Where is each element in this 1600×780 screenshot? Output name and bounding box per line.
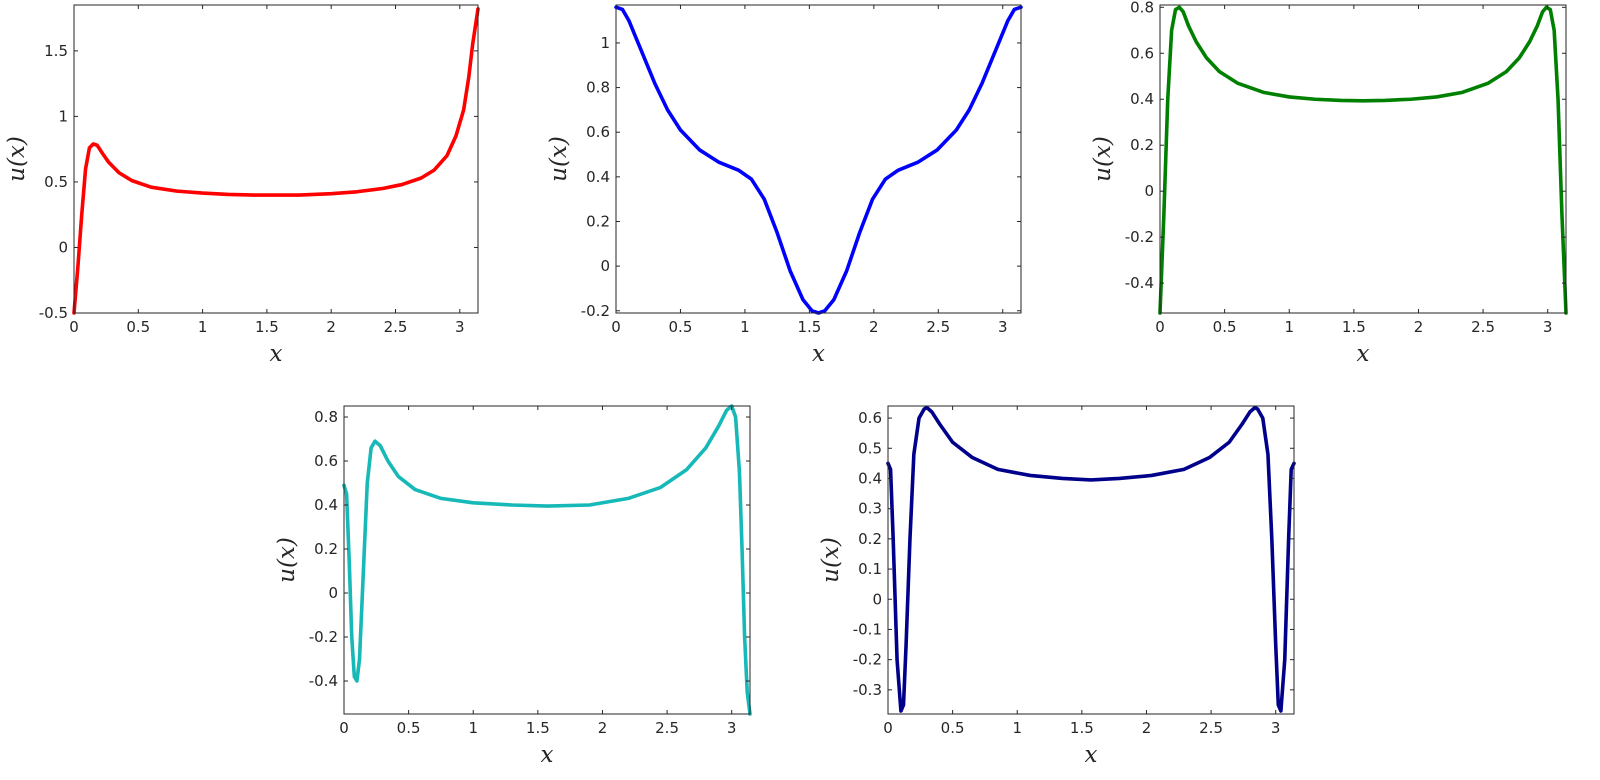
chart-3-y-tick-label: -0.2 [1125, 228, 1154, 246]
chart-2-x-tick-label: 2.5 [926, 318, 950, 336]
chart-3-y-axis-label: u(x) [1090, 136, 1116, 182]
chart-5-y-tick-label: 0.1 [858, 560, 882, 578]
chart-1-y-tick-label: 1 [58, 107, 68, 125]
chart-4-x-tick-label: 2 [598, 719, 608, 737]
chart-1-x-tick-label: 0.5 [126, 318, 150, 336]
chart-4-y-tick-label: 0.8 [314, 408, 338, 426]
chart-3-y-tick-label: 0.2 [1130, 136, 1154, 154]
chart-3-axes-frame [1159, 4, 1567, 314]
chart-2-x-tick-label: 0.5 [669, 318, 693, 336]
chart-2-series-line [614, 5, 1023, 315]
chart-2-x-axis-label: x [812, 341, 825, 367]
chart-5-y-tick-label: 0.6 [858, 409, 882, 427]
chart-1-x-tick-label: 2.5 [384, 318, 408, 336]
chart-3-y-tick-label: 0 [1144, 182, 1154, 200]
chart-1-x-tick-label: 0 [69, 318, 79, 336]
chart-3-y-tick-label: 0.6 [1130, 44, 1154, 62]
chart-2-y-tick-label: 0.2 [586, 212, 610, 230]
chart-2-x-tick-label: 2 [869, 318, 879, 336]
chart-4-series-line [342, 404, 752, 716]
chart-1-axes-frame [73, 4, 479, 314]
chart-3-y-tick-label: 0.4 [1130, 90, 1154, 108]
subplot-green: 0 0.5 1 1.5 2 2.5 3 -0.4 -0.2 0 0.2 0.4 0.6 0.8 x u(x) [1090, 0, 1568, 367]
chart-5-x-tick-label: 0.5 [941, 719, 965, 737]
chart-3-x-tick-label: 1 [1284, 318, 1294, 336]
chart-5-y-tick-label: -0.2 [853, 651, 882, 669]
chart-5-y-tick-label: 0.3 [858, 500, 882, 518]
chart-1-y-tick-label: 0.5 [44, 173, 68, 191]
chart-1-x-axis-label: x [270, 341, 283, 367]
chart-2-y-axis-label: u(x) [546, 136, 572, 182]
chart-5-y-tick-label: 0 [872, 590, 882, 608]
chart-1-y-tick-label: 1.5 [44, 42, 68, 60]
chart-2-y-tick-label: 0 [600, 257, 610, 275]
chart-1-y-tick-label: 0 [58, 238, 68, 256]
chart-4-y-tick-label: -0.2 [309, 628, 338, 646]
chart-4-axes-frame [343, 405, 751, 715]
chart-1-y-axis-label: u(x) [4, 136, 30, 182]
chart-2-x-tick-label: 1 [740, 318, 750, 336]
chart-5-x-axis-label: x [1085, 742, 1098, 768]
chart-3-y-tick-label: -0.4 [1125, 274, 1154, 292]
chart-4-y-tick-label: 0.2 [314, 540, 338, 558]
chart-1-y-tick-label: -0.5 [39, 304, 68, 322]
chart-3-y-tick-label: 0.8 [1130, 0, 1154, 16]
chart-5-y-tick-label: 0.2 [858, 530, 882, 548]
chart-3-x-tick-label: 0 [1155, 318, 1165, 336]
subplot-red: 0 0.5 1 1.5 2 2.5 3-0.500.511.5xu(x) [4, 4, 480, 367]
chart-1-series-line [72, 7, 480, 315]
chart-5-y-tick-label: 0.4 [858, 469, 882, 487]
chart-2-y-tick-label: 0.6 [586, 123, 610, 141]
subplot-cyan: 0 0.5 1 1.5 2 2.5 3 -0.4 -0.2 0 0.2 0.4 0.6 0.8 x u(x) [274, 404, 752, 768]
chart-1-x-tick-label: 1 [198, 318, 208, 336]
chart-5-y-tick-label: -0.3 [853, 681, 882, 699]
chart-2-x-tick-label: 1.5 [797, 318, 821, 336]
chart-5-y-tick-label: 0.5 [858, 439, 882, 457]
chart-4-x-tick-label: 0.5 [397, 719, 421, 737]
chart-4-y-tick-label: 0.4 [314, 496, 338, 514]
chart-2-x-tick-label: 0 [611, 318, 621, 336]
chart-5-x-tick-label: 1.5 [1070, 719, 1094, 737]
chart-4-x-tick-label: 1.5 [526, 719, 550, 737]
chart-3-series-line [1158, 5, 1568, 315]
chart-5-y-tick-label: -0.1 [853, 620, 882, 638]
chart-2-y-tick-label: 1 [600, 34, 610, 52]
chart-3-x-tick-label: 3 [1543, 318, 1553, 336]
chart-5-y-axis-label: u(x) [818, 537, 844, 583]
chart-4-x-tick-label: 0 [339, 719, 349, 737]
chart-2-y-tick-label: -0.2 [581, 302, 610, 320]
chart-1-x-tick-label: 1.5 [255, 318, 279, 336]
chart-1-x-tick-label: 3 [455, 318, 465, 336]
chart-4-x-tick-label: 1 [468, 719, 478, 737]
subplot-navy: 0 0.5 1 1.5 2 2.5 3 -0.3 -0.2 -0.1 0 0.1 0.2 0.3 0.4 0.… [818, 405, 1296, 768]
chart-3-x-tick-label: 0.5 [1213, 318, 1237, 336]
chart-4-y-axis-label: u(x) [274, 537, 300, 583]
chart-5-series-line [886, 405, 1296, 713]
chart-3-x-tick-label: 2.5 [1471, 318, 1495, 336]
chart-4-x-tick-label: 3 [727, 719, 737, 737]
chart-5-axes-frame [887, 405, 1295, 715]
chart-3-x-tick-label: 1.5 [1342, 318, 1366, 336]
chart-5-x-tick-label: 1 [1012, 719, 1022, 737]
chart-2-axes-frame [615, 4, 1022, 314]
chart-4-x-axis-label: x [541, 742, 554, 768]
chart-4-y-tick-label: 0.6 [314, 452, 338, 470]
chart-5-x-tick-label: 2 [1142, 719, 1152, 737]
chart-1-x-tick-label: 2 [326, 318, 336, 336]
chart-4-y-tick-label: 0 [328, 584, 338, 602]
chart-5-x-tick-label: 0 [883, 719, 893, 737]
chart-4-x-tick-label: 2.5 [655, 719, 679, 737]
chart-5-x-tick-label: 3 [1271, 719, 1281, 737]
chart-2-y-tick-label: 0.8 [586, 79, 610, 97]
chart-2-y-tick-label: 0.4 [586, 168, 610, 186]
chart-5-x-tick-label: 2.5 [1199, 719, 1223, 737]
chart-3-x-tick-label: 2 [1414, 318, 1424, 336]
chart-3-x-axis-label: x [1357, 341, 1370, 367]
chart-4-y-tick-label: -0.4 [309, 672, 338, 690]
chart-2-x-tick-label: 3 [998, 318, 1008, 336]
